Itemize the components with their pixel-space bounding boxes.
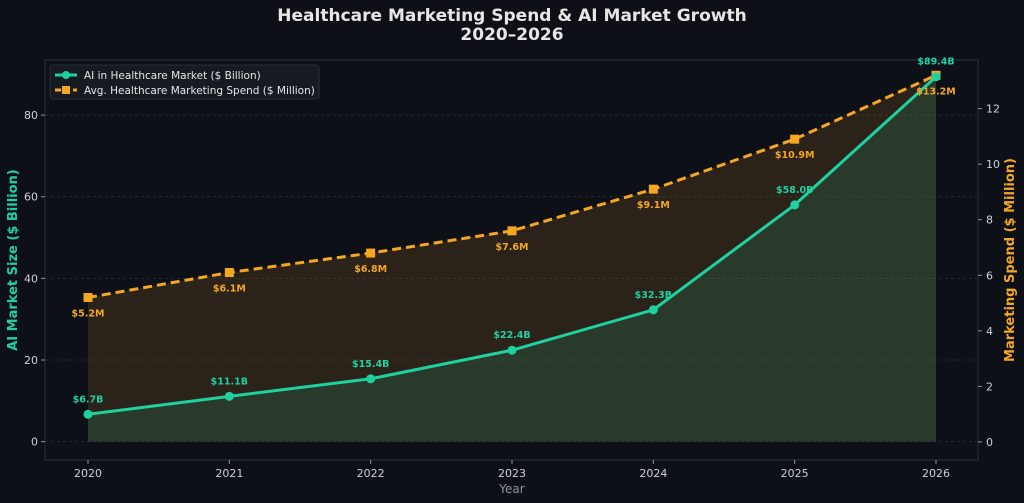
ai-market-data-label: $11.1B (211, 376, 248, 387)
x-axis-label: Year (498, 482, 524, 496)
legend-marker-ai (62, 71, 70, 79)
legend-marker-marketing (62, 86, 70, 94)
y-right-tick-label: 6 (986, 269, 993, 282)
ai-market-marker (224, 391, 234, 401)
marketing-spend-data-label: $7.6M (496, 242, 529, 253)
ai-market-marker (931, 72, 941, 82)
marketing-spend-data-label: $5.2M (72, 309, 105, 320)
ai-market-data-label: $22.4B (493, 330, 530, 341)
chart-subtitle: 2020–2026 (460, 25, 563, 45)
y-left-tick-label: 20 (24, 354, 38, 367)
y-right-tick-label: 4 (986, 325, 993, 338)
legend: AI in Healthcare Market ($ Billion) Avg.… (49, 64, 320, 100)
ai-market-marker (83, 409, 93, 419)
y-left-tick-label: 80 (24, 109, 38, 122)
legend-box (49, 64, 320, 100)
y-axis-left-label: AI Market Size ($ Billion) (6, 169, 21, 351)
y-axis-right-label: Marketing Spend ($ Million) (1003, 158, 1018, 362)
marketing-spend-marker (507, 226, 517, 236)
series-fills (88, 75, 936, 442)
ai-market-data-label: $6.7B (73, 394, 104, 405)
ai-market-data-label: $15.4B (352, 359, 389, 370)
y-right-tick-label: 10 (986, 158, 1000, 171)
marketing-spend-marker (648, 184, 658, 194)
ai-market-data-label: $89.4B (917, 57, 954, 68)
marketing-spend-marker (224, 268, 234, 277)
ai-market-marker (366, 374, 376, 384)
marketing-spend-marker (790, 134, 800, 144)
marketing-spend-data-label: $9.1M (637, 200, 670, 211)
y-left-tick-label: 0 (31, 436, 38, 449)
ai-market-data-label: $32.3B (635, 290, 672, 301)
marketing-spend-data-label: $6.8M (354, 264, 387, 275)
legend-label-ai: AI in Healthcare Market ($ Billion) (84, 70, 261, 82)
ai-market-marker (648, 305, 658, 315)
ai-market-area-fill (88, 76, 936, 442)
axis-ticks: 0 20 40 60 80 0 2 4 6 8 10 12 2020 2021 2022 2023 2024 20… (24, 103, 1000, 480)
y-right-tick-label: 2 (986, 380, 993, 393)
marketing-spend-data-label: $13.2M (916, 86, 956, 97)
x-tick-label: 2026 (922, 467, 950, 480)
chart-title: Healthcare Marketing Spend & AI Market G… (277, 6, 746, 26)
marketing-spend-data-label: $10.9M (775, 150, 815, 161)
x-tick-label: 2025 (781, 467, 809, 480)
ai-market-marker (507, 345, 517, 355)
y-left-tick-label: 60 (24, 191, 38, 204)
ai-market-marker (790, 200, 800, 210)
y-right-tick-label: 12 (986, 103, 1000, 116)
marketing-area-fill (88, 75, 936, 442)
y-right-tick-label: 0 (986, 436, 993, 449)
x-tick-label: 2023 (498, 467, 526, 480)
ai-market-data-label: $58.0B (776, 185, 813, 196)
y-left-tick-label: 40 (24, 272, 38, 285)
x-tick-label: 2024 (639, 467, 667, 480)
series-markers (83, 70, 941, 419)
marketing-spend-data-label: $6.1M (213, 284, 246, 295)
x-tick-label: 2021 (215, 467, 243, 480)
x-tick-label: 2020 (74, 467, 102, 480)
x-tick-label: 2022 (357, 467, 385, 480)
data-labels: $5.2M $6.1M $6.8M $7.6M $9.1M $10.9M $13.2M $6.… (72, 57, 956, 406)
legend-label-marketing: Avg. Healthcare Marketing Spend ($ Milli… (84, 85, 315, 97)
y-right-tick-label: 8 (986, 214, 993, 227)
marketing-spend-marker (83, 293, 93, 302)
marketing-spend-marker (366, 248, 376, 258)
